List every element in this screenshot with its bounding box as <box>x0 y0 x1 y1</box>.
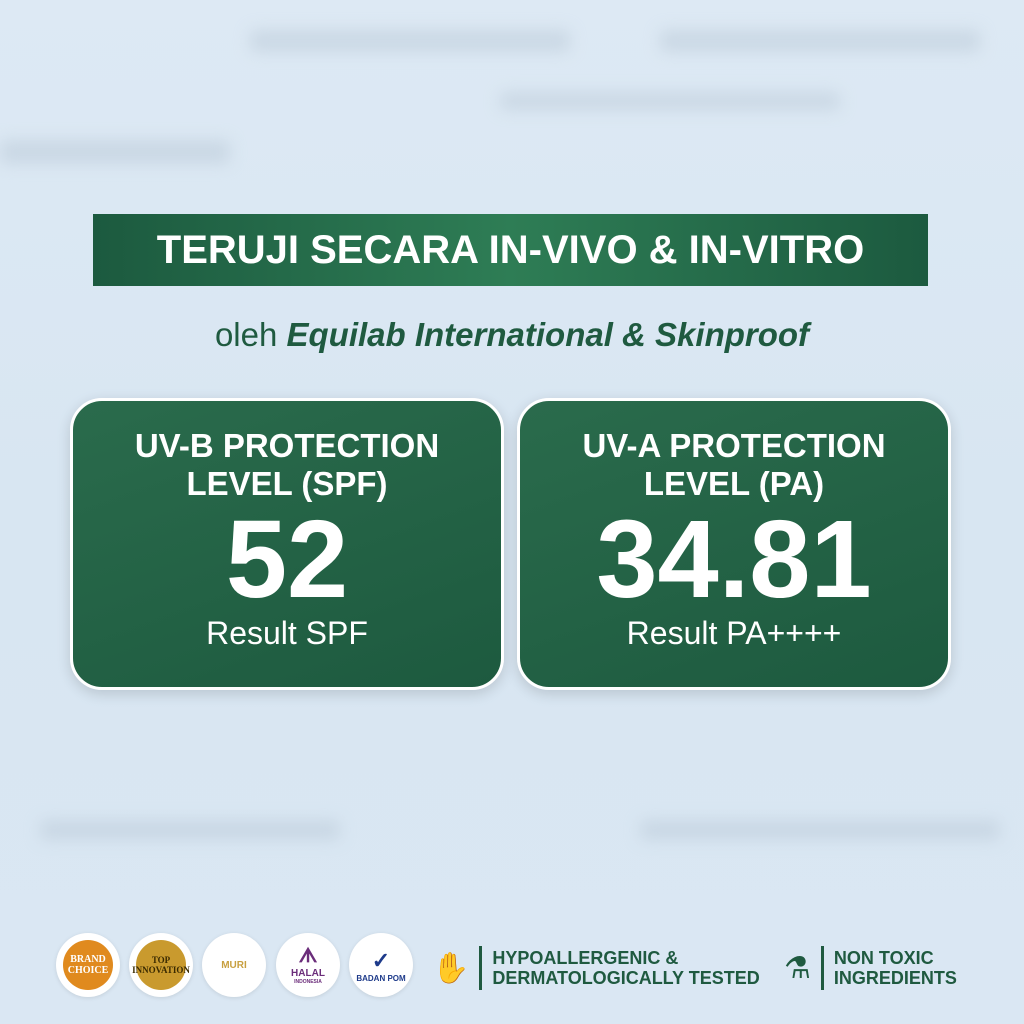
blurred-background <box>0 140 230 164</box>
badge-text: HYPOALLERGENIC & <box>492 948 679 968</box>
blurred-background <box>250 30 570 52</box>
divider <box>479 946 483 990</box>
muri-logo: MURI <box>202 933 266 997</box>
blurred-background <box>500 92 840 110</box>
halal-indonesia-logo: ᗑ HALAL INDONESIA <box>276 933 340 997</box>
badan-pom-logo: ✓ BADAN POM <box>349 933 413 997</box>
hypoallergenic-badge: ✋ HYPOALLERGENIC & DERMATOLOGICALLY TESTE… <box>432 946 760 990</box>
badge-text: INGREDIENTS <box>833 968 957 988</box>
card-heading: UV-A PROTECTION <box>582 427 886 464</box>
subheadline: oleh Equilab International & Skinproof <box>0 316 1024 354</box>
spf-result-label: Result SPF <box>206 615 368 651</box>
brand-choice-logo: BRAND CHOICE <box>56 933 120 997</box>
blurred-background <box>40 820 340 840</box>
card-heading: LEVEL (PA) <box>643 465 825 502</box>
top-innovation-logo: TOP INNOVATION <box>129 933 193 997</box>
card-heading: LEVEL (SPF) <box>186 465 388 502</box>
subheadline-labs: Equilab International & Skinproof <box>286 316 810 353</box>
divider <box>820 946 824 990</box>
blurred-background <box>660 30 980 52</box>
spf-value: 52 <box>225 498 349 621</box>
hand-leaf-icon: ✋ <box>432 951 470 985</box>
spf-card: UV-B PROTECTION LEVEL (SPF) 52 Result SPF <box>70 398 504 690</box>
badge-text: NON TOXIC <box>833 948 934 968</box>
flask-leaf-icon: ⚗ <box>784 951 811 985</box>
pa-value: 34.81 <box>596 498 872 621</box>
non-toxic-badge: ⚗ NON TOXIC INGREDIENTS <box>784 946 957 990</box>
badge-text: DERMATOLOGICALLY TESTED <box>492 968 760 988</box>
pa-result-label: Result PA++++ <box>626 615 842 651</box>
subheadline-prefix: oleh <box>214 316 278 353</box>
card-heading: UV-B PROTECTION <box>134 427 440 464</box>
pa-card: UV-A PROTECTION LEVEL (PA) 34.81 Result P… <box>517 398 951 690</box>
blurred-background <box>640 820 1000 840</box>
headline-banner: TERUJI SECARA IN-VIVO & IN-VITRO <box>93 214 928 286</box>
